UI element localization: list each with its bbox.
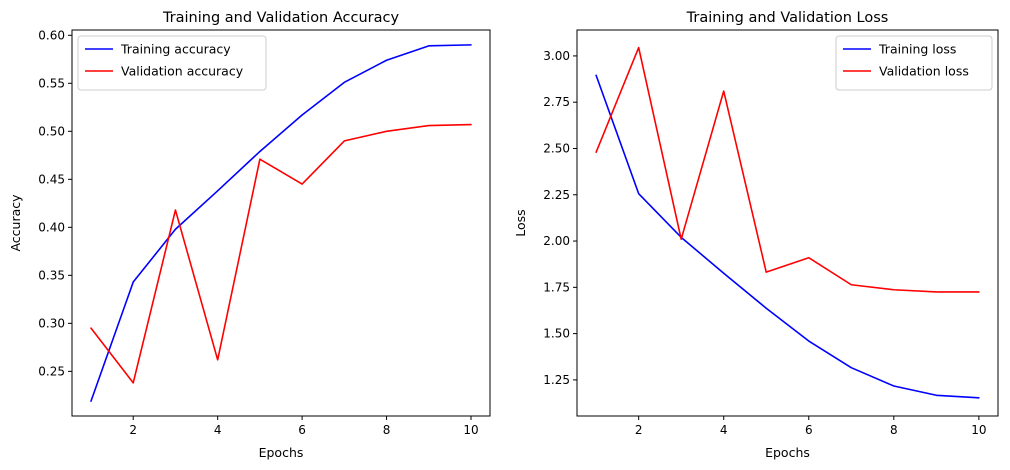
y-tick-label: 0.45 xyxy=(38,172,65,186)
y-tick-label: 3.00 xyxy=(543,49,570,63)
chart-panel-1: 2 4 6 8 10 0.25 0.30 0.35 0.40 0.45 0.50 0.55 0.60 Tr… xyxy=(8,10,491,460)
y-tick-label: 2.75 xyxy=(543,95,570,109)
x-tick-label: 10 xyxy=(463,423,478,437)
series-line-validation-loss xyxy=(595,46,980,293)
chart-panel-2: 2 4 6 8 10 1.25 1.50 1.75 2.00 2.25 2.50 2.75 3.00 Tr… xyxy=(513,10,999,460)
y-tick-label: 0.60 xyxy=(38,28,65,42)
series-line-training-loss xyxy=(595,74,980,399)
legend-label: Validation loss xyxy=(879,64,969,79)
x-tick-label: 10 xyxy=(971,423,986,437)
y-tick-label: 2.00 xyxy=(543,234,570,248)
y-tick-label: 2.25 xyxy=(543,188,570,202)
y-tick-label: 0.25 xyxy=(38,364,65,378)
x-tick-label: 4 xyxy=(214,423,222,437)
y-tick-label: 2.50 xyxy=(543,141,570,155)
x-axis-label: Epochs xyxy=(765,445,810,460)
y-tick-label: 1.25 xyxy=(543,373,570,387)
chart-title: Training and Validation Loss xyxy=(686,10,889,26)
series-line-training-accuracy xyxy=(90,44,472,402)
y-tick-label: 0.40 xyxy=(38,220,65,234)
y-tick-label: 0.35 xyxy=(38,268,65,282)
y-tick-label: 0.55 xyxy=(38,76,65,90)
legend: Training loss Validation loss xyxy=(835,35,993,91)
y-tick-label: 1.50 xyxy=(543,327,570,341)
x-tick-label: 6 xyxy=(805,423,813,437)
x-axis-label: Epochs xyxy=(259,445,304,460)
series-line-validation-accuracy xyxy=(90,123,472,384)
legend-box xyxy=(77,35,267,91)
y-tick-label: 0.50 xyxy=(38,124,65,138)
legend-label: Training accuracy xyxy=(120,42,231,57)
x-tick-label: 2 xyxy=(129,423,137,437)
plot-frame xyxy=(71,29,491,417)
legend-label: Training loss xyxy=(878,42,956,57)
legend-box xyxy=(835,35,993,91)
x-tick-label: 8 xyxy=(383,423,391,437)
legend-label: Validation accuracy xyxy=(121,64,244,79)
x-tick-label: 2 xyxy=(635,423,643,437)
x-tick-label: 4 xyxy=(720,423,728,437)
x-tick-label: 8 xyxy=(890,423,898,437)
x-tick-label: 6 xyxy=(298,423,306,437)
y-axis-label: Accuracy xyxy=(8,194,23,252)
chart-title: Training and Validation Accuracy xyxy=(162,10,400,26)
y-tick-label: 1.75 xyxy=(543,280,570,294)
legend: Training accuracy Validation accuracy xyxy=(77,35,267,91)
y-axis-label: Loss xyxy=(513,209,528,236)
plot-frame xyxy=(576,29,999,417)
y-tick-label: 0.30 xyxy=(38,316,65,330)
